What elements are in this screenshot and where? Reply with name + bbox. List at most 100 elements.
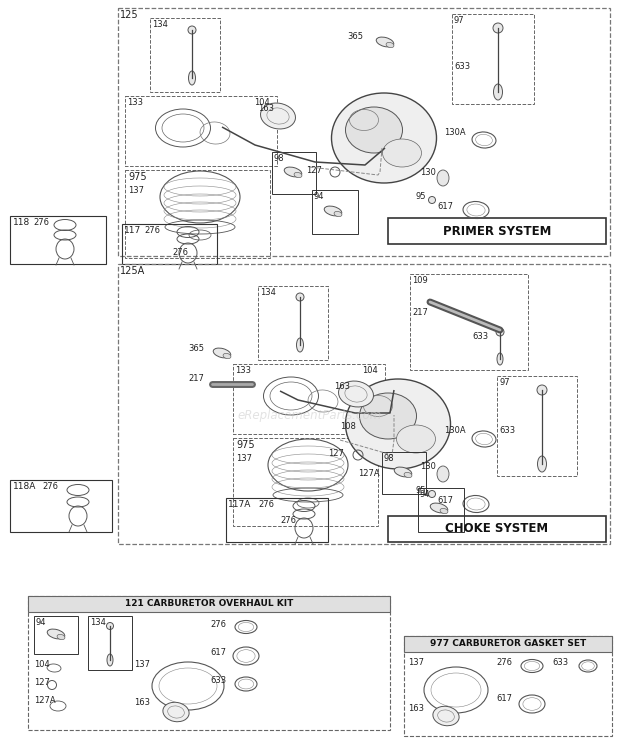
Text: 118A: 118A [13, 482, 37, 491]
Text: 633: 633 [472, 332, 488, 341]
Text: 94: 94 [314, 192, 324, 201]
Ellipse shape [260, 103, 296, 129]
Text: 98: 98 [384, 454, 394, 463]
Text: 137: 137 [134, 660, 150, 669]
Circle shape [296, 293, 304, 301]
Ellipse shape [383, 139, 422, 167]
Text: 163: 163 [334, 382, 350, 391]
Ellipse shape [360, 393, 417, 439]
Text: 217: 217 [188, 374, 204, 383]
Text: 121 CARBURETOR OVERHAUL KIT: 121 CARBURETOR OVERHAUL KIT [125, 600, 293, 609]
Circle shape [428, 490, 435, 498]
Ellipse shape [440, 508, 448, 513]
Bar [118, 264, 610, 544]
Text: 633: 633 [499, 426, 515, 435]
Text: 975: 975 [236, 440, 255, 450]
Text: 95: 95 [415, 192, 425, 201]
Text: 104: 104 [254, 98, 270, 107]
Bar [272, 152, 316, 194]
Bar [452, 14, 534, 104]
Circle shape [188, 26, 196, 34]
Text: 276: 276 [144, 226, 160, 235]
Bar [258, 286, 328, 360]
Text: 617: 617 [437, 202, 453, 211]
Bar [226, 498, 328, 542]
Text: 104: 104 [362, 366, 378, 375]
Text: 276: 276 [280, 516, 296, 525]
Bar [34, 616, 78, 654]
Bar [388, 516, 606, 542]
Bar [125, 170, 270, 258]
Ellipse shape [538, 456, 546, 472]
Text: 133: 133 [235, 366, 251, 375]
Circle shape [107, 623, 113, 629]
Text: 133: 133 [127, 98, 143, 107]
Text: 97: 97 [454, 16, 464, 25]
Text: 276: 276 [42, 482, 58, 491]
Bar [497, 376, 577, 476]
Ellipse shape [386, 42, 394, 48]
Circle shape [428, 196, 435, 204]
Bar [418, 488, 464, 532]
Ellipse shape [430, 503, 448, 513]
Bar [404, 636, 612, 652]
Bar [233, 364, 385, 434]
Text: 977 CARBURETOR GASKET SET: 977 CARBURETOR GASKET SET [430, 640, 586, 649]
Text: 94: 94 [420, 490, 430, 499]
Text: 617: 617 [437, 496, 453, 505]
Text: 108: 108 [340, 422, 356, 431]
Ellipse shape [213, 348, 231, 358]
Text: 137: 137 [236, 454, 252, 463]
Ellipse shape [345, 379, 451, 469]
Bar [88, 616, 132, 670]
Text: 134: 134 [90, 618, 106, 627]
Text: 633: 633 [552, 658, 568, 667]
Ellipse shape [397, 425, 435, 453]
Ellipse shape [437, 466, 449, 482]
Ellipse shape [163, 702, 189, 722]
Bar [122, 224, 217, 264]
Bar [410, 274, 528, 370]
Text: 125: 125 [120, 10, 139, 20]
Bar [404, 636, 612, 736]
Text: 104: 104 [34, 660, 50, 669]
Bar [28, 596, 390, 612]
Ellipse shape [376, 37, 394, 47]
Text: 127: 127 [328, 449, 344, 458]
Bar [10, 480, 112, 532]
Text: CHOKE SYSTEM: CHOKE SYSTEM [445, 522, 549, 536]
Ellipse shape [433, 706, 459, 725]
Ellipse shape [223, 353, 231, 359]
Ellipse shape [57, 635, 65, 640]
Text: 617: 617 [210, 648, 226, 657]
Circle shape [537, 385, 547, 395]
Circle shape [493, 23, 503, 33]
Text: 127A: 127A [34, 696, 56, 705]
Ellipse shape [188, 71, 195, 85]
Text: 127: 127 [34, 678, 50, 687]
Text: 130A: 130A [444, 128, 466, 137]
Text: 163: 163 [134, 698, 150, 707]
Bar [233, 438, 378, 526]
Text: 365: 365 [347, 32, 363, 41]
Text: 633: 633 [210, 676, 226, 685]
Text: 130: 130 [420, 462, 436, 471]
Ellipse shape [497, 353, 503, 365]
Text: 125A: 125A [120, 266, 145, 276]
Ellipse shape [334, 211, 342, 217]
Text: 276: 276 [258, 500, 274, 509]
Text: 276: 276 [33, 218, 49, 227]
Text: eReplacementParts.com: eReplacementParts.com [238, 408, 382, 422]
Text: 94: 94 [36, 618, 46, 627]
Text: 276: 276 [172, 248, 188, 257]
Ellipse shape [296, 338, 304, 352]
Ellipse shape [345, 107, 402, 153]
Text: 137: 137 [128, 186, 144, 195]
Text: 130: 130 [420, 168, 436, 177]
Text: 276: 276 [496, 658, 512, 667]
Text: 163: 163 [258, 104, 274, 113]
Text: 617: 617 [496, 694, 512, 703]
Text: 117: 117 [124, 226, 141, 235]
Text: 127: 127 [306, 166, 322, 175]
Bar [28, 596, 390, 730]
